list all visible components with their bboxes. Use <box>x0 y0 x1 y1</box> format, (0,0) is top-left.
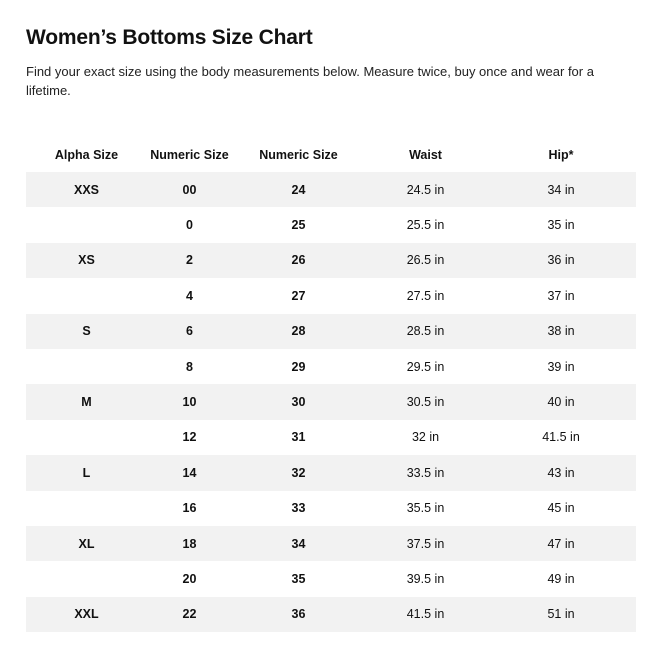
table-row: L 14 32 33.5 in 43 in <box>26 455 636 490</box>
table-row: 4 27 27.5 in 37 in <box>26 278 636 313</box>
cell-waist: 24.5 in <box>365 172 486 207</box>
cell-numeric-size-alt: 33 <box>232 491 365 526</box>
cell-numeric-size: 4 <box>147 278 232 313</box>
cell-hip: 34 in <box>486 172 636 207</box>
cell-alpha-size <box>26 491 147 526</box>
cell-numeric-size-alt: 25 <box>232 207 365 242</box>
header-hip: Hip* <box>486 137 636 172</box>
cell-hip: 36 in <box>486 243 636 278</box>
cell-numeric-size-alt: 29 <box>232 349 365 384</box>
cell-hip: 40 in <box>486 384 636 419</box>
cell-alpha-size <box>26 278 147 313</box>
cell-numeric-size: 0 <box>147 207 232 242</box>
table-row: 8 29 29.5 in 39 in <box>26 349 636 384</box>
table-header-row: Alpha Size Numeric Size Numeric Size Wai… <box>26 137 636 172</box>
header-numeric-size-waist: Numeric Size <box>232 137 365 172</box>
table-row: M 10 30 30.5 in 40 in <box>26 384 636 419</box>
cell-alpha-size: XXL <box>26 597 147 632</box>
cell-hip: 39 in <box>486 349 636 384</box>
cell-hip: 35 in <box>486 207 636 242</box>
cell-numeric-size: 14 <box>147 455 232 490</box>
table-row: S 6 28 28.5 in 38 in <box>26 314 636 349</box>
table-row: 20 35 39.5 in 49 in <box>26 561 636 596</box>
cell-hip: 47 in <box>486 526 636 561</box>
table-row: XL 18 34 37.5 in 47 in <box>26 526 636 561</box>
cell-numeric-size-alt: 28 <box>232 314 365 349</box>
cell-alpha-size <box>26 349 147 384</box>
header-alpha-size: Alpha Size <box>26 137 147 172</box>
cell-numeric-size: 00 <box>147 172 232 207</box>
cell-alpha-size <box>26 561 147 596</box>
cell-waist: 37.5 in <box>365 526 486 561</box>
cell-numeric-size-alt: 32 <box>232 455 365 490</box>
cell-numeric-size: 20 <box>147 561 232 596</box>
cell-waist: 39.5 in <box>365 561 486 596</box>
cell-alpha-size: XXS <box>26 172 147 207</box>
cell-hip: 51 in <box>486 597 636 632</box>
header-numeric-size-us: Numeric Size <box>147 137 232 172</box>
cell-alpha-size: M <box>26 384 147 419</box>
cell-hip: 43 in <box>486 455 636 490</box>
table-row: 16 33 35.5 in 45 in <box>26 491 636 526</box>
table-row: 12 31 32 in 41.5 in <box>26 420 636 455</box>
cell-numeric-size: 8 <box>147 349 232 384</box>
header-waist: Waist <box>365 137 486 172</box>
intro-text: Find your exact size using the body meas… <box>26 62 616 100</box>
cell-alpha-size: S <box>26 314 147 349</box>
cell-numeric-size: 16 <box>147 491 232 526</box>
cell-numeric-size-alt: 26 <box>232 243 365 278</box>
page-title: Women’s Bottoms Size Chart <box>26 24 636 52</box>
size-chart-page: Women’s Bottoms Size Chart Find your exa… <box>26 24 636 100</box>
cell-waist: 33.5 in <box>365 455 486 490</box>
cell-waist: 25.5 in <box>365 207 486 242</box>
cell-waist: 32 in <box>365 420 486 455</box>
cell-hip: 45 in <box>486 491 636 526</box>
cell-alpha-size: L <box>26 455 147 490</box>
cell-hip: 49 in <box>486 561 636 596</box>
cell-waist: 30.5 in <box>365 384 486 419</box>
cell-numeric-size-alt: 36 <box>232 597 365 632</box>
cell-hip: 41.5 in <box>486 420 636 455</box>
cell-alpha-size <box>26 207 147 242</box>
table-body: XXS 00 24 24.5 in 34 in 0 25 25.5 in 35 in XS 2 26 2… <box>26 172 636 632</box>
cell-numeric-size-alt: 35 <box>232 561 365 596</box>
table-row: XXS 00 24 24.5 in 34 in <box>26 172 636 207</box>
cell-numeric-size-alt: 24 <box>232 172 365 207</box>
cell-hip: 38 in <box>486 314 636 349</box>
cell-waist: 26.5 in <box>365 243 486 278</box>
cell-alpha-size <box>26 420 147 455</box>
cell-numeric-size-alt: 30 <box>232 384 365 419</box>
cell-alpha-size: XL <box>26 526 147 561</box>
table-row: XXL 22 36 41.5 in 51 in <box>26 597 636 632</box>
table-row: XS 2 26 26.5 in 36 in <box>26 243 636 278</box>
cell-waist: 28.5 in <box>365 314 486 349</box>
table-row: 0 25 25.5 in 35 in <box>26 207 636 242</box>
size-chart-table: Alpha Size Numeric Size Numeric Size Wai… <box>26 137 636 632</box>
cell-alpha-size: XS <box>26 243 147 278</box>
cell-numeric-size: 22 <box>147 597 232 632</box>
cell-waist: 41.5 in <box>365 597 486 632</box>
cell-numeric-size: 6 <box>147 314 232 349</box>
cell-waist: 29.5 in <box>365 349 486 384</box>
cell-numeric-size: 18 <box>147 526 232 561</box>
cell-numeric-size-alt: 31 <box>232 420 365 455</box>
cell-numeric-size: 2 <box>147 243 232 278</box>
cell-numeric-size: 10 <box>147 384 232 419</box>
cell-waist: 35.5 in <box>365 491 486 526</box>
cell-waist: 27.5 in <box>365 278 486 313</box>
cell-numeric-size-alt: 34 <box>232 526 365 561</box>
cell-numeric-size-alt: 27 <box>232 278 365 313</box>
cell-numeric-size: 12 <box>147 420 232 455</box>
cell-hip: 37 in <box>486 278 636 313</box>
